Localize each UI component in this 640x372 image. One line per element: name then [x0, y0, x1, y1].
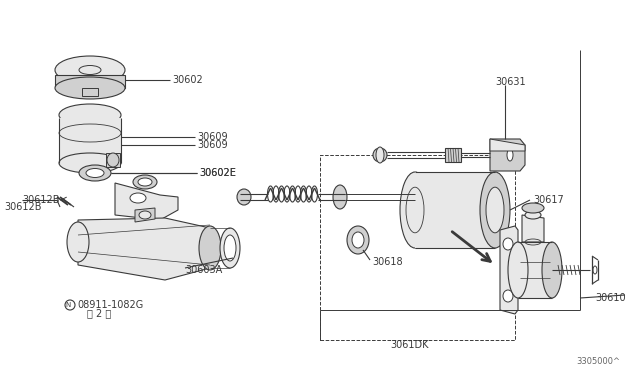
Ellipse shape: [522, 203, 544, 213]
Bar: [445, 148, 461, 162]
Text: 30610: 30610: [595, 293, 626, 303]
Ellipse shape: [79, 165, 111, 181]
Ellipse shape: [503, 238, 513, 250]
Text: 30602: 30602: [172, 75, 203, 85]
Ellipse shape: [347, 226, 369, 254]
Text: 30617: 30617: [533, 195, 564, 205]
Text: 30603A: 30603A: [185, 265, 222, 275]
Ellipse shape: [86, 169, 104, 177]
Polygon shape: [490, 139, 525, 151]
Text: 30631: 30631: [495, 77, 525, 87]
Ellipse shape: [503, 290, 513, 302]
Ellipse shape: [133, 175, 157, 189]
Ellipse shape: [593, 266, 597, 274]
Ellipse shape: [55, 77, 125, 99]
Ellipse shape: [352, 232, 364, 248]
Polygon shape: [518, 242, 552, 298]
Ellipse shape: [333, 185, 347, 209]
Text: 30618: 30618: [372, 257, 403, 267]
Text: N: N: [65, 302, 70, 308]
Polygon shape: [135, 208, 155, 222]
Text: 30602E: 30602E: [199, 168, 236, 178]
Polygon shape: [415, 172, 495, 248]
Polygon shape: [115, 183, 178, 220]
Ellipse shape: [525, 211, 541, 219]
Ellipse shape: [508, 242, 528, 298]
Ellipse shape: [376, 147, 384, 163]
Ellipse shape: [237, 189, 251, 205]
Polygon shape: [82, 88, 98, 96]
Ellipse shape: [373, 148, 387, 162]
Ellipse shape: [67, 222, 89, 262]
Ellipse shape: [486, 187, 504, 233]
Polygon shape: [490, 139, 525, 171]
Ellipse shape: [130, 253, 146, 263]
Polygon shape: [78, 218, 210, 280]
Ellipse shape: [130, 193, 146, 203]
Ellipse shape: [59, 104, 121, 126]
Ellipse shape: [138, 178, 152, 186]
Polygon shape: [522, 215, 544, 242]
Ellipse shape: [55, 56, 125, 84]
Ellipse shape: [220, 228, 240, 268]
Ellipse shape: [107, 153, 119, 167]
Ellipse shape: [199, 226, 221, 270]
Bar: [320, 155, 515, 340]
Ellipse shape: [400, 172, 430, 248]
Polygon shape: [500, 226, 518, 314]
Text: 3061DK: 3061DK: [390, 340, 429, 350]
Polygon shape: [55, 75, 125, 88]
Ellipse shape: [139, 211, 151, 219]
Polygon shape: [115, 245, 178, 275]
Ellipse shape: [59, 153, 121, 173]
Text: 30612B: 30612B: [4, 202, 42, 212]
Polygon shape: [59, 118, 121, 163]
Polygon shape: [106, 153, 120, 167]
Text: 3305000^: 3305000^: [576, 357, 620, 366]
Text: 08911-1082G: 08911-1082G: [77, 300, 143, 310]
Text: （ 2 ）: （ 2 ）: [87, 308, 111, 318]
Ellipse shape: [480, 172, 510, 248]
Text: 30612B: 30612B: [22, 195, 60, 205]
Text: 30609: 30609: [197, 140, 228, 150]
Ellipse shape: [507, 149, 513, 161]
Text: 30609: 30609: [197, 132, 228, 142]
Text: 30602E: 30602E: [199, 168, 236, 178]
Ellipse shape: [224, 235, 236, 261]
Ellipse shape: [542, 242, 562, 298]
